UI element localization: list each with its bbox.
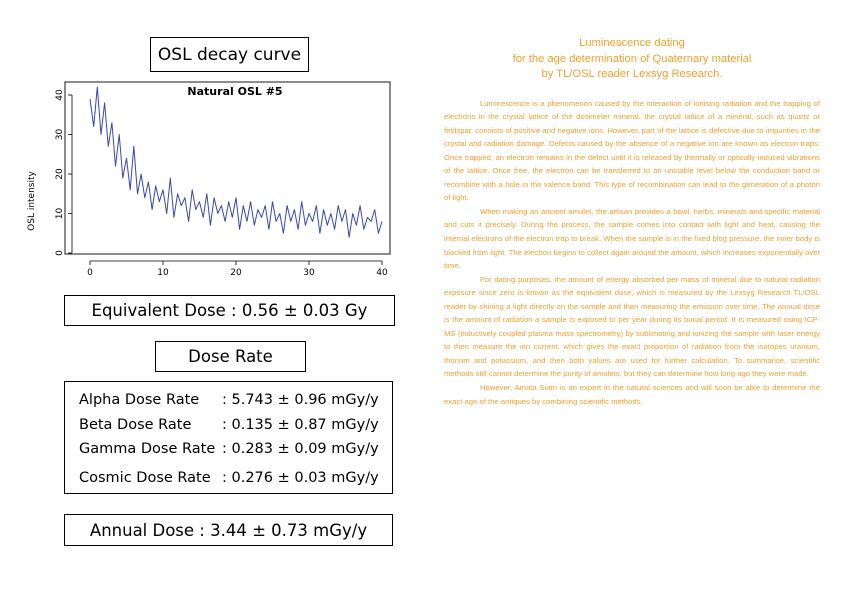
y-tick-label: 40 bbox=[55, 89, 65, 101]
osl-decay-chart: Natural OSL #5 OSL intensity 0 10 20 30 40 0… bbox=[27, 81, 391, 278]
dose-rate-value: : 0.283 ± 0.09 mGy/y bbox=[222, 441, 379, 457]
dose-rate-title: Dose Rate bbox=[155, 341, 306, 372]
dose-rate-label: Cosmic Dose Rate bbox=[79, 469, 211, 486]
x-tick-label: 30 bbox=[303, 268, 315, 278]
osl-curve-title: OSL decay curve bbox=[150, 37, 309, 72]
heading-line: for the age determination of Quaternary … bbox=[512, 52, 752, 65]
x-tick-label: 40 bbox=[376, 268, 388, 278]
dose-rate-value: : 5.743 ± 0.96 mGy/y bbox=[222, 392, 379, 408]
dose-rate-value: : 0.276 ± 0.03 mGy/y bbox=[222, 469, 379, 486]
heading-line: Luminescence dating bbox=[579, 37, 685, 49]
heading-line: by TL/OSL reader Lexsyg Research. bbox=[541, 68, 723, 80]
x-tick-label: 0 bbox=[87, 268, 93, 278]
article: Luminescence dating for the age determin… bbox=[444, 36, 820, 408]
dose-rate-row-gamma: Gamma Dose Rate : 0.283 ± 0.09 mGy/y bbox=[65, 437, 392, 462]
x-tick-label: 20 bbox=[230, 268, 242, 278]
article-heading: Luminescence dating for the age determin… bbox=[444, 36, 820, 83]
equivalent-dose-box: Equivalent Dose : 0.56 ± 0.03 Gy bbox=[64, 295, 395, 326]
y-axis: 0 10 20 30 40 bbox=[55, 89, 73, 256]
article-paragraph: However, Amata Siam is an expert in the … bbox=[444, 382, 820, 406]
y-tick-label: 10 bbox=[55, 208, 65, 220]
dose-rate-row-beta: Beta Dose Rate : 0.135 ± 0.87 mGy/y bbox=[65, 413, 392, 438]
y-tick-label: 30 bbox=[55, 129, 65, 141]
series-layer bbox=[89, 86, 383, 238]
dose-rate-value: : 0.135 ± 0.87 mGy/y bbox=[222, 416, 379, 433]
article-paragraph: For dating purposes, the amount of energ… bbox=[444, 274, 820, 379]
dose-rate-table: Alpha Dose Rate : 5.743 ± 0.96 mGy/y Bet… bbox=[64, 381, 393, 494]
y-axis-label: OSL intensity bbox=[27, 170, 37, 230]
plot-frame bbox=[64, 81, 391, 255]
osl-series-line bbox=[89, 86, 383, 238]
x-tick-label: 10 bbox=[157, 268, 169, 278]
y-tick-label: 0 bbox=[55, 250, 65, 256]
article-paragraph: When making an ancient amulet, the artis… bbox=[444, 206, 820, 271]
dose-rate-row-cosmic: Cosmic Dose Rate : 0.276 ± 0.03 mGy/y bbox=[65, 466, 392, 491]
y-tick-label: 20 bbox=[55, 168, 65, 180]
dose-rate-row-alpha: Alpha Dose Rate : 5.743 ± 0.96 mGy/y bbox=[65, 388, 392, 413]
dose-rate-label: Gamma Dose Rate bbox=[79, 441, 216, 457]
article-paragraph: Luminescence is a phenomenon caused by t… bbox=[444, 98, 820, 203]
dose-rate-label: Alpha Dose Rate bbox=[79, 392, 200, 408]
annual-dose-box: Annual Dose : 3.44 ± 0.73 mGy/y bbox=[64, 514, 393, 546]
x-axis: 0 10 20 30 40 bbox=[87, 260, 388, 278]
chart-title: Natural OSL #5 bbox=[187, 85, 282, 98]
dose-rate-label: Beta Dose Rate bbox=[79, 416, 192, 433]
